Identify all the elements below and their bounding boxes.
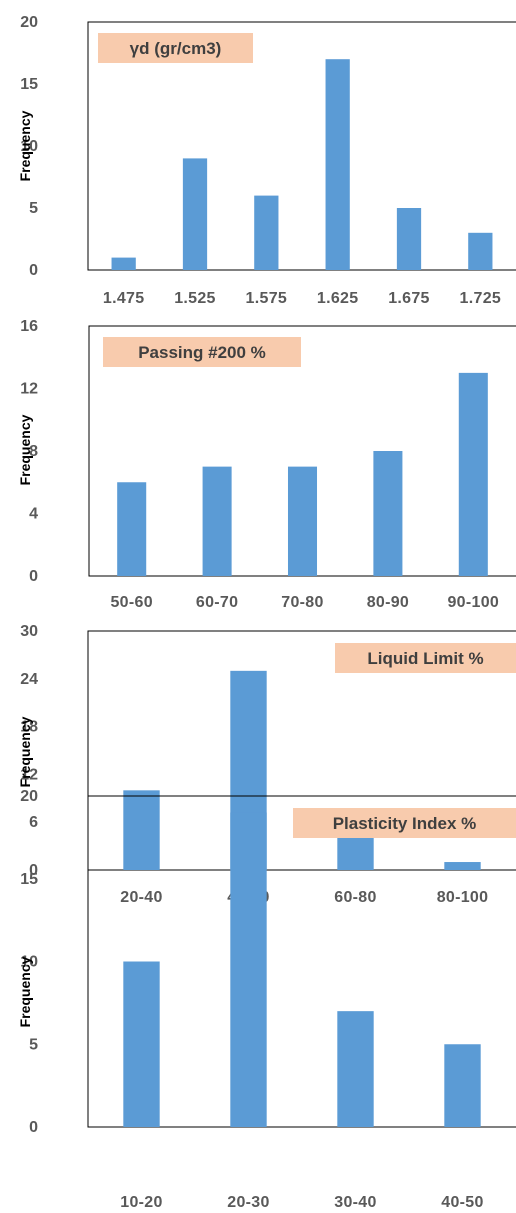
bar-1.625 xyxy=(325,59,350,271)
y-tick-label: 18 xyxy=(20,719,38,736)
x-tick-label: 30-40 xyxy=(334,1194,376,1211)
y-tick-label: 5 xyxy=(29,200,38,217)
x-tick-label: 40-50 xyxy=(441,1194,483,1211)
y-tick-label: 10 xyxy=(20,138,38,155)
y-tick-label: 12 xyxy=(20,766,38,783)
bar-10-20 xyxy=(123,961,160,1127)
histogram-chart-4: 0 5 10 15 20 Frequency 10-20 20-30 30-40 40-50 Pla… xyxy=(17,788,516,1211)
y-axis-label: Frequency xyxy=(17,110,33,181)
chart-title: Passing #200 % xyxy=(138,343,266,362)
x-tick-label: 1.625 xyxy=(317,290,359,307)
x-tick-label: 1.525 xyxy=(174,290,216,307)
x-tick-label: 50-60 xyxy=(110,594,152,611)
bar-50-60 xyxy=(117,482,147,576)
bar-1.575 xyxy=(254,195,279,270)
plot-frame xyxy=(87,630,516,871)
bar-20-30 xyxy=(230,812,267,1127)
x-tick-label: 90-100 xyxy=(447,594,499,611)
histogram-chart-2: 0 4 8 12 16 Frequency 50-60 60-70 70-80 80-90 90-1… xyxy=(17,318,516,611)
bar-1.725 xyxy=(468,232,493,270)
y-axis-label: Frequency xyxy=(17,414,33,485)
x-tick-label: 1.675 xyxy=(388,290,430,307)
histogram-chart-3: 0612182430Frequency20-4040-6060-8080-100… xyxy=(17,623,516,906)
x-tick-label: 10-20 xyxy=(120,1194,162,1211)
histogram-chart-1: 0 5 10 15 20 Frequency 1.475 1.525 1.575 1.625 1.6… xyxy=(17,14,516,307)
y-tick-label: 20 xyxy=(20,788,38,805)
y-tick-label: 5 xyxy=(29,1036,38,1053)
bar-80-90 xyxy=(373,451,403,576)
bar-40-50 xyxy=(444,1044,481,1127)
x-tick-label: 1.725 xyxy=(460,290,502,307)
y-tick-label: 15 xyxy=(20,76,38,93)
bar-1.525 xyxy=(182,158,208,270)
x-tick-label: 1.575 xyxy=(246,290,288,307)
bar-20-40 xyxy=(123,790,160,870)
x-tick-label: 60-80 xyxy=(334,889,376,906)
chart-title-background xyxy=(293,808,516,838)
x-tick-label: 20-30 xyxy=(227,1194,269,1211)
x-tick-label: 1.475 xyxy=(103,290,145,307)
x-tick-label: 80-90 xyxy=(367,594,409,611)
x-tick-label: 80-100 xyxy=(437,889,489,906)
x-tick-label: 70-80 xyxy=(281,594,323,611)
bar-90-100 xyxy=(458,372,488,576)
y-tick-label: 12 xyxy=(20,381,38,398)
bar-70-80 xyxy=(287,466,318,576)
bar-1.675 xyxy=(396,208,422,270)
y-tick-label: 8 xyxy=(29,443,38,460)
y-tick-label: 4 xyxy=(29,506,38,523)
y-tick-label: 20 xyxy=(20,14,38,31)
y-tick-label: 0 xyxy=(29,262,38,279)
chart-title: Liquid Limit % xyxy=(367,649,483,668)
chart-title-background xyxy=(103,337,301,367)
y-tick-label: 0 xyxy=(29,862,38,879)
plot-frame xyxy=(87,21,516,271)
chart-title-background xyxy=(335,643,516,673)
bar-60-70 xyxy=(202,466,232,576)
y-tick-label: 10 xyxy=(20,954,38,971)
y-tick-label: 0 xyxy=(29,1119,38,1136)
y-axis-label: Frequency xyxy=(17,956,33,1027)
x-tick-label: 20-40 xyxy=(120,889,162,906)
chart-title-background xyxy=(98,33,253,63)
y-tick-label: 24 xyxy=(20,671,38,688)
y-tick-label: 6 xyxy=(29,814,38,831)
chart-title: γd (gr/cm3) xyxy=(130,39,222,58)
y-tick-label: 15 xyxy=(20,871,38,888)
bar-80-100 xyxy=(444,862,481,870)
y-tick-label: 0 xyxy=(29,568,38,585)
y-tick-label: 16 xyxy=(20,318,38,335)
plot-frame xyxy=(87,795,516,1128)
chart-title: Plasticity Index % xyxy=(333,814,477,833)
y-tick-label: 30 xyxy=(20,623,38,640)
bar-30-40 xyxy=(337,1011,374,1127)
y-axis-label: Frequency xyxy=(17,716,33,787)
x-tick-label: 60-70 xyxy=(196,594,238,611)
bar-1.475 xyxy=(111,257,136,270)
